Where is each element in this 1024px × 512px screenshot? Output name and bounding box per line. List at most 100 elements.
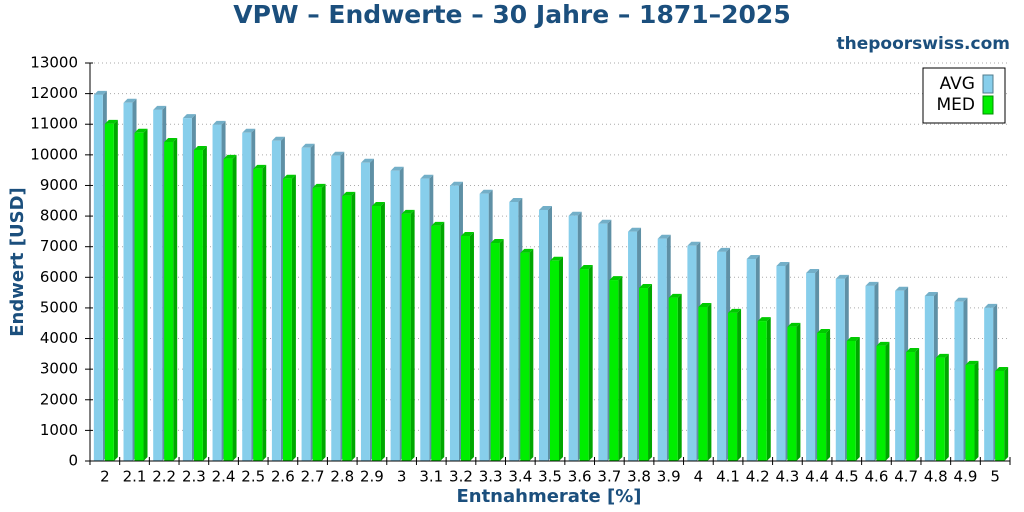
bar [568,215,578,461]
bar-side [410,209,415,461]
x-tick-label: 3.1 [419,468,443,486]
x-tick-label: 3.7 [597,468,621,486]
bar-top [539,205,552,210]
bar [687,245,697,461]
bar [342,195,352,461]
bar-side [499,239,504,461]
bar [282,178,292,462]
y-tick-label: 2000 [40,390,78,408]
x-tick-label: 2.6 [271,468,295,486]
bar [223,158,233,461]
bar-top [717,247,731,252]
bar-top [301,143,315,148]
bar [271,140,281,462]
bar [876,345,886,461]
bar [301,147,311,461]
bar [835,278,845,461]
bar-top [212,120,226,125]
y-tick-label: 4000 [40,329,78,347]
y-tick-label: 5000 [40,298,78,316]
bar [550,260,559,461]
bar-top [193,145,207,150]
x-tick-label: 4.3 [775,468,799,486]
bar [390,170,400,461]
bar [460,235,470,461]
bar-top [628,227,642,232]
bar [153,109,163,461]
bar-side [529,248,534,461]
bar-top [935,353,949,358]
x-tick-label: 2.1 [123,468,147,486]
x-tick-label: 3.5 [538,468,562,486]
bar [817,333,827,461]
x-tick-label: 2.8 [330,468,354,486]
x-tick-label: 4.5 [835,468,859,486]
bar [520,252,530,461]
bar-top [846,336,860,341]
bar-side [469,231,474,461]
x-tick-label: 3.6 [568,468,592,486]
bar-side [648,284,653,461]
y-tick-label: 1000 [40,421,78,439]
x-axis-label: Entnahmerate [%] [456,486,641,507]
x-tick-label: 2.4 [212,468,236,486]
x-tick-label: 2.2 [152,468,176,486]
bar-side [944,353,949,461]
y-tick-label: 11000 [30,115,78,133]
legend-label: AVG [940,74,975,94]
bar-side [113,119,118,461]
bar-side [380,201,385,461]
x-tick-label: 3 [397,468,407,486]
bar [935,357,945,461]
bar [846,340,856,461]
bar-top [776,261,790,266]
bar-top [746,254,760,259]
bar-top [817,329,831,334]
x-tick-label: 2.7 [301,468,325,486]
bar [509,201,519,462]
bar-top [579,265,593,270]
bar-side [677,293,682,461]
x-tick-label: 5 [990,468,1000,486]
x-tick-label: 3.9 [657,468,681,486]
x-tick-label: 4.4 [805,468,829,486]
legend-swatch [982,95,994,115]
bar-top [509,197,523,202]
bar [954,301,964,461]
bar-top [687,241,701,246]
bar-top [271,136,285,141]
y-tick-label: 7000 [40,237,78,255]
bar-top [331,151,345,156]
bar-top [420,174,434,179]
y-tick-label: 10000 [30,145,78,163]
bar [806,273,816,461]
legend-label: MED [937,95,976,115]
bar-top [787,322,801,327]
bar-side [173,137,178,462]
bar-top [123,98,137,103]
bar-top [223,154,237,159]
bar-side [737,308,742,461]
bar [420,178,430,462]
y-axis-label: Endwert [USD] [7,187,28,337]
x-tick-label: 3.8 [627,468,651,486]
bar [906,352,916,461]
bar [924,295,934,461]
bar [193,149,203,461]
x-tick-label: 3.3 [479,468,503,486]
bar-side [855,336,860,461]
bar-top [668,293,682,298]
x-tick-label: 4.6 [865,468,889,486]
bar-top [104,119,118,124]
bar [182,118,192,461]
bar-top [924,291,938,296]
x-tick-label: 2.5 [241,468,265,486]
x-tick-label: 3.2 [449,468,473,486]
bar [965,364,975,461]
bar [984,307,994,461]
bar [579,269,589,461]
bar-side [618,276,623,461]
bar [895,290,905,461]
bar [449,185,459,461]
bar-top [895,286,909,291]
